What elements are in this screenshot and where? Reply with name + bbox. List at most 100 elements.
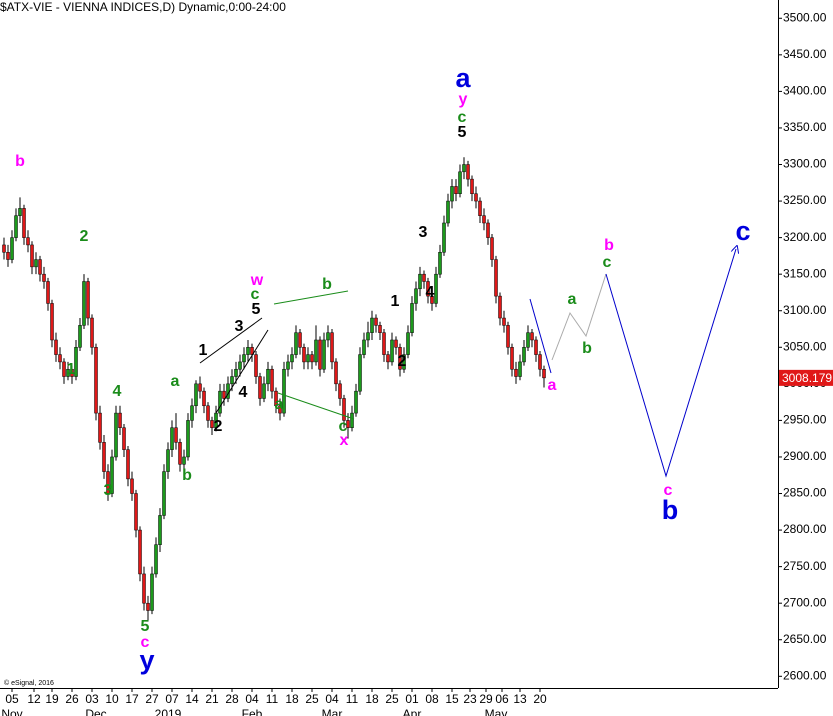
y-tick-label: 2650.00 [783, 632, 827, 646]
candle-body [482, 215, 486, 224]
candle-body [166, 449, 170, 472]
candle-body [158, 515, 162, 545]
candle-body [522, 347, 526, 363]
candle-body [454, 186, 458, 195]
plot-area [2, 157, 546, 622]
y-tick-label: 3100.00 [783, 303, 827, 317]
candle-body [90, 317, 94, 348]
wave-label: c [141, 634, 150, 651]
x-tick-label: 15 [445, 692, 459, 706]
candle-body [362, 339, 366, 355]
candle-body [46, 281, 50, 304]
y-tick-label: 3300.00 [783, 157, 827, 171]
chart-title: $ATX-VIE - VIENNA INDICES,D) Dynamic,0:0… [0, 0, 286, 14]
candle-body [430, 295, 434, 304]
wave-label: 5 [458, 124, 467, 141]
axes: 2600.00 2650.00 2700.00 2750.00 2800.00 2850.… [1, 10, 833, 716]
candle-body [202, 390, 206, 407]
candle-body [386, 354, 390, 363]
wave-label: c [251, 286, 260, 303]
candle-body [426, 281, 430, 297]
last-price-label: 3008.179 [782, 371, 832, 385]
candle-body [542, 368, 546, 379]
y-tick-label: 2900.00 [783, 449, 827, 463]
candle-body [78, 325, 82, 348]
candle-body [222, 390, 226, 399]
projection-line [605, 249, 736, 478]
wave-label: a [275, 396, 284, 413]
candle-body [14, 215, 18, 238]
candle-body [410, 303, 414, 333]
y-tick-label: 3400.00 [783, 84, 827, 98]
wave-label: w [250, 272, 264, 289]
wave-label: b [182, 467, 192, 484]
candle-body [94, 347, 98, 414]
month-label: Apr [403, 707, 422, 716]
candle-body [302, 347, 306, 363]
x-tick-label: 18 [365, 692, 379, 706]
candle-body [170, 427, 174, 450]
y-tick-label: 3200.00 [783, 230, 827, 244]
candle-body [74, 347, 78, 377]
y-tick-label: 2850.00 [783, 486, 827, 500]
candle-body [366, 332, 370, 341]
wave-label: 1 [67, 361, 76, 378]
x-tick-label: 11 [346, 692, 359, 706]
candle-body [414, 288, 418, 304]
candle-body [434, 273, 438, 304]
wave-label: c [339, 418, 348, 435]
x-tick-label: 11 [266, 692, 279, 706]
candle-body [54, 339, 58, 355]
candle-body [162, 471, 166, 516]
candle-body [242, 354, 246, 363]
y-tick-label: 2600.00 [783, 668, 827, 682]
candle-body [294, 332, 298, 355]
x-tick-label: 26 [65, 692, 79, 706]
candle-body [246, 347, 250, 355]
wave-label: b [582, 340, 592, 357]
candle-body [374, 317, 378, 326]
x-tick-label: 13 [513, 692, 527, 706]
candle-body [338, 383, 342, 399]
candle-body [442, 222, 446, 253]
candle-body [58, 354, 62, 363]
candle-body [342, 398, 346, 421]
candle-body [322, 339, 326, 370]
candle-body [422, 273, 426, 282]
candle-body [298, 332, 302, 348]
candle-body [418, 273, 422, 290]
wave-label: 1 [391, 293, 400, 310]
candle-body [402, 354, 406, 370]
candle-body [30, 244, 34, 268]
month-label: Nov [1, 707, 22, 716]
wave-label: a [455, 63, 471, 93]
channel-line [199, 317, 263, 364]
y-tick-label: 3500.00 [783, 10, 827, 24]
candle-body [118, 412, 122, 428]
watermark: © eSignal, 2016 [4, 679, 54, 687]
x-tick-label: 04 [325, 692, 339, 706]
candle-body [198, 383, 202, 392]
candle-body [534, 339, 538, 355]
y-tick-label: 2950.00 [783, 413, 827, 427]
candle-body [266, 368, 270, 385]
candle-body [114, 412, 118, 458]
candle-body [474, 193, 478, 202]
y-tick-label: 3350.00 [783, 120, 827, 134]
wave-label: b [322, 276, 332, 293]
wave-label: 3 [419, 224, 428, 241]
candle-body [370, 317, 374, 333]
candle-body [286, 361, 290, 370]
candle-body [382, 332, 386, 355]
candle-body [38, 259, 42, 275]
candle-body [438, 251, 442, 275]
wave-label: a [171, 373, 180, 390]
wave-label: x [340, 432, 349, 449]
candle-body [50, 303, 54, 341]
x-tick-label: 07 [165, 692, 179, 706]
wave-label: 5 [141, 618, 150, 635]
x-tick-label: 17 [125, 692, 139, 706]
candle-body [62, 361, 66, 377]
candle-body [538, 354, 542, 370]
